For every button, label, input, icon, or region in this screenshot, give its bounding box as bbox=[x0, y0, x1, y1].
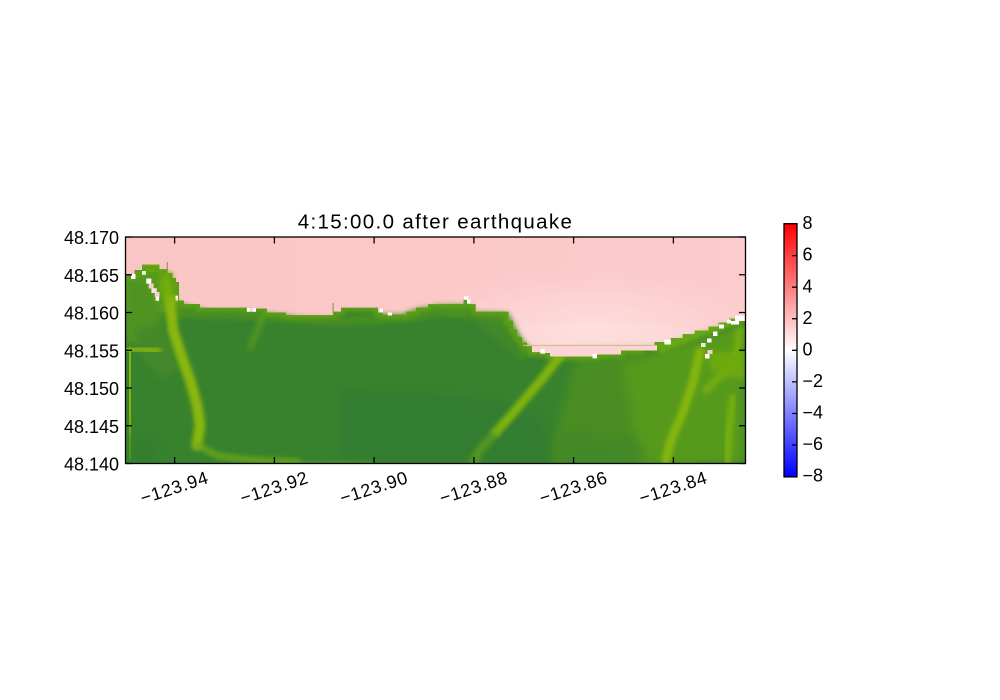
svg-text:−2: −2 bbox=[803, 371, 824, 391]
svg-text:4:15:00.0 after earthquake: 4:15:00.0 after earthquake bbox=[298, 211, 574, 234]
svg-text:−123.86: −123.86 bbox=[537, 467, 610, 508]
svg-text:0: 0 bbox=[803, 339, 813, 359]
svg-text:48.170: 48.170 bbox=[64, 228, 119, 248]
svg-text:−6: −6 bbox=[803, 434, 824, 454]
svg-text:6: 6 bbox=[803, 245, 813, 265]
svg-text:48.140: 48.140 bbox=[64, 455, 119, 475]
svg-text:2: 2 bbox=[803, 308, 813, 328]
svg-text:−4: −4 bbox=[803, 403, 824, 423]
svg-text:8: 8 bbox=[803, 213, 813, 233]
svg-text:−123.94: −123.94 bbox=[138, 467, 211, 508]
svg-text:48.145: 48.145 bbox=[64, 417, 119, 437]
svg-text:4: 4 bbox=[803, 276, 813, 296]
svg-text:48.160: 48.160 bbox=[64, 304, 119, 324]
svg-text:−123.88: −123.88 bbox=[437, 467, 510, 508]
svg-text:48.165: 48.165 bbox=[64, 266, 119, 286]
svg-text:−123.84: −123.84 bbox=[637, 467, 710, 508]
svg-text:−123.90: −123.90 bbox=[337, 467, 410, 508]
svg-text:−8: −8 bbox=[803, 466, 824, 486]
svg-text:48.155: 48.155 bbox=[64, 341, 119, 361]
svg-text:−123.92: −123.92 bbox=[238, 467, 311, 508]
svg-text:48.150: 48.150 bbox=[64, 379, 119, 399]
